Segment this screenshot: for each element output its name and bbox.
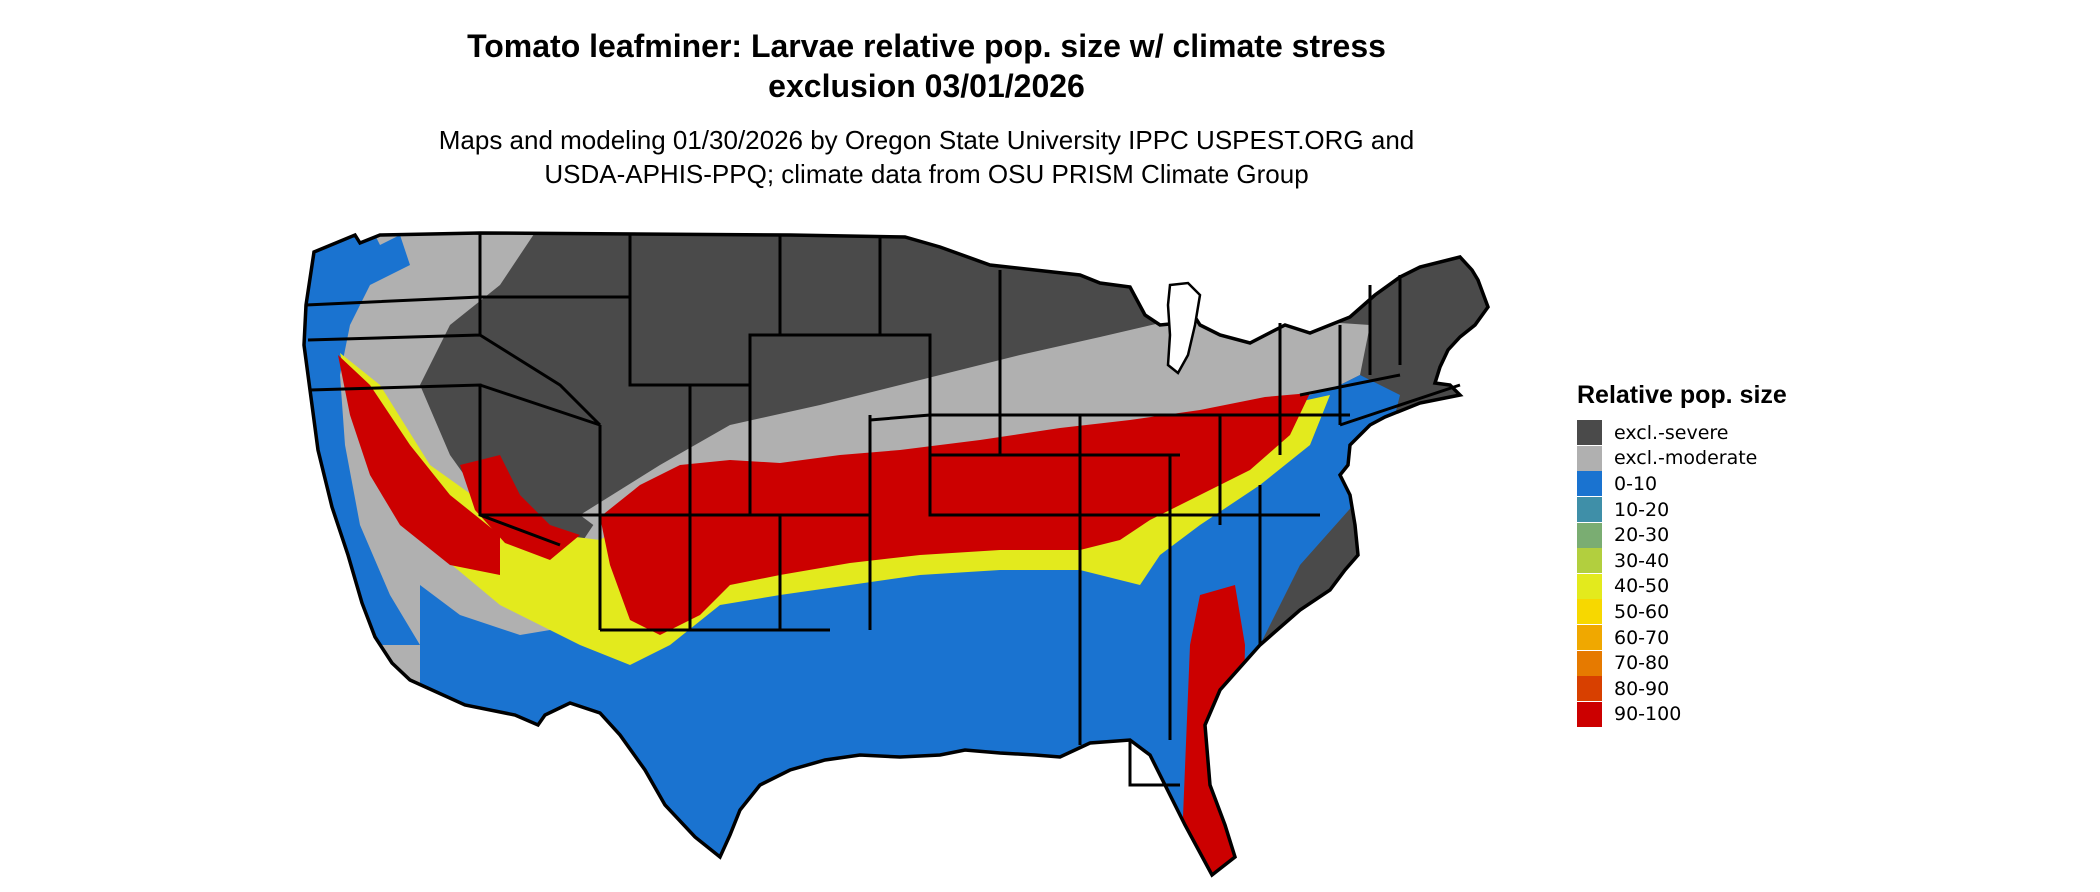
legend-label: 80-90 bbox=[1614, 677, 1670, 700]
legend-swatch bbox=[1577, 548, 1602, 574]
legend-label: 20-30 bbox=[1614, 524, 1670, 547]
legend-label: 70-80 bbox=[1614, 652, 1670, 675]
legend-label: excl.-moderate bbox=[1614, 447, 1758, 470]
legend-item: 30-40 bbox=[1577, 548, 1787, 574]
legend-swatch bbox=[1577, 522, 1602, 548]
legend-swatch bbox=[1577, 650, 1602, 676]
legend-items: excl.-severe excl.-moderate 0-10 10-20 20-30… bbox=[1577, 420, 1787, 727]
legend-label: 30-40 bbox=[1614, 549, 1670, 572]
legend-item: excl.-severe bbox=[1577, 420, 1787, 446]
zone-high-desert-southwest bbox=[460, 455, 580, 560]
map-subtitle-line-1: Maps and modeling 01/30/2026 by Oregon S… bbox=[438, 125, 1415, 155]
map-legend: Relative pop. size excl.-severe excl.-mod… bbox=[1577, 380, 1787, 727]
state-border-line bbox=[1128, 275, 1461, 787]
legend-label: 90-100 bbox=[1614, 703, 1682, 726]
legend-item: 70-80 bbox=[1577, 650, 1787, 676]
state-border-line bbox=[878, 235, 1320, 740]
lake-michigan bbox=[1166, 281, 1202, 375]
map-subtitle: Maps and modeling 01/30/2026 by Oregon S… bbox=[0, 123, 1853, 191]
legend-swatch bbox=[1577, 420, 1602, 446]
legend-swatch bbox=[1577, 471, 1602, 497]
legend-item: 0-10 bbox=[1577, 471, 1787, 497]
legend-item: 10-20 bbox=[1577, 497, 1787, 523]
legend-label: excl.-severe bbox=[1614, 421, 1729, 444]
map-title-line-2: exclusion 03/01/2026 bbox=[768, 68, 1085, 104]
legend-item: 90-100 bbox=[1577, 701, 1787, 728]
legend-item: 50-60 bbox=[1577, 599, 1787, 625]
state-border-line bbox=[600, 335, 1082, 745]
legend-label: 40-50 bbox=[1614, 575, 1670, 598]
legend-item: 80-90 bbox=[1577, 676, 1787, 702]
zone-excl-moderate-south bbox=[580, 315, 1370, 545]
map-title: Tomato leafminer: Larvae relative pop. s… bbox=[0, 26, 1853, 106]
legend-swatch bbox=[1577, 701, 1602, 727]
us-risk-map bbox=[302, 231, 1490, 877]
legend-swatch bbox=[1577, 445, 1602, 471]
legend-label: 60-70 bbox=[1614, 626, 1670, 649]
state-boundaries bbox=[305, 233, 1461, 787]
legend-item: 40-50 bbox=[1577, 573, 1787, 600]
legend-item: excl.-moderate bbox=[1577, 445, 1787, 472]
legend-swatch bbox=[1577, 573, 1602, 599]
legend-item: 60-70 bbox=[1577, 625, 1787, 651]
legend-swatch bbox=[1577, 497, 1602, 523]
legend-swatch bbox=[1577, 676, 1602, 702]
legend-label: 10-20 bbox=[1614, 498, 1670, 521]
legend-swatch bbox=[1577, 599, 1602, 625]
legend-label: 50-60 bbox=[1614, 600, 1670, 623]
legend-item: 20-30 bbox=[1577, 522, 1787, 548]
legend-title: Relative pop. size bbox=[1577, 381, 1787, 409]
legend-label: 0-10 bbox=[1614, 472, 1658, 495]
zone-high-california bbox=[338, 355, 500, 575]
map-subtitle-line-2: USDA-APHIS-PPQ; climate data from OSU PR… bbox=[544, 159, 1309, 189]
risk-zones bbox=[304, 233, 1488, 875]
map-title-line-1: Tomato leafminer: Larvae relative pop. s… bbox=[467, 28, 1386, 64]
state-border-line bbox=[305, 233, 602, 547]
legend-swatch bbox=[1577, 625, 1602, 651]
